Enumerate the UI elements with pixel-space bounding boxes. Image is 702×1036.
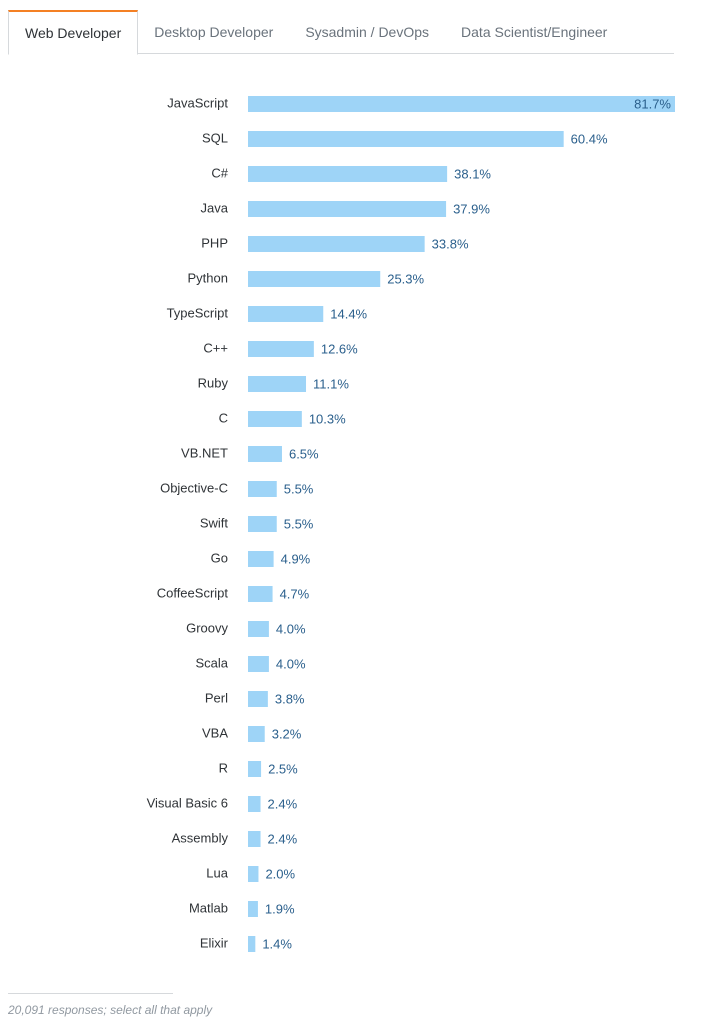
footnote-divider	[8, 993, 173, 994]
category-label-matlab: Matlab	[189, 900, 228, 915]
value-label-ruby: 11.1%	[313, 376, 349, 391]
bar-swift	[248, 516, 277, 532]
value-label-vba: 3.2%	[272, 726, 302, 741]
category-label-swift: Swift	[200, 515, 229, 530]
category-label-ruby: Ruby	[198, 375, 229, 390]
category-label-java: Java	[201, 200, 229, 215]
category-label-scala: Scala	[195, 655, 228, 670]
responses-footnote: 20,091 responses; select all that apply	[8, 1003, 213, 1017]
value-label-coffeescript: 4.7%	[280, 586, 310, 601]
category-label-php: PHP	[201, 235, 228, 250]
bar-vba	[248, 726, 265, 742]
bar-assembly	[248, 831, 261, 847]
category-label-visual-basic-6: Visual Basic 6	[147, 795, 228, 810]
category-label-objective-c: Objective-C	[160, 480, 228, 495]
value-label-c: 38.1%	[454, 166, 491, 181]
value-label-vb-net: 6.5%	[289, 446, 319, 461]
bar-c	[248, 166, 448, 182]
bar-sql	[248, 131, 564, 147]
value-label-elixir: 1.4%	[262, 936, 292, 951]
value-label-go: 4.9%	[281, 551, 311, 566]
category-label-vba: VBA	[202, 725, 228, 740]
bar-matlab	[248, 901, 258, 917]
category-label-c: C	[219, 410, 228, 425]
value-label-perl: 3.8%	[275, 691, 305, 706]
category-label-javascript: JavaScript	[167, 95, 228, 110]
value-label-lua: 2.0%	[265, 866, 295, 881]
bar-typescript	[248, 306, 324, 322]
category-label-go: Go	[211, 550, 228, 565]
category-label-typescript: TypeScript	[167, 305, 229, 320]
bar-elixir	[248, 936, 256, 952]
category-label-vb-net: VB.NET	[181, 445, 228, 460]
value-label-groovy: 4.0%	[276, 621, 306, 636]
bar-go	[248, 551, 274, 567]
value-label-matlab: 1.9%	[265, 901, 295, 916]
bar-groovy	[248, 621, 269, 637]
value-label-visual-basic-6: 2.4%	[268, 796, 298, 811]
bar-objective-c	[248, 481, 277, 497]
tab-web-developer[interactable]: Web Developer	[8, 10, 139, 55]
bar-coffeescript	[248, 586, 273, 602]
bar-scala	[248, 656, 269, 672]
category-label-lua: Lua	[206, 865, 228, 880]
tab-sysadmin-devops[interactable]: Sysadmin / DevOps	[305, 24, 430, 40]
value-label-php: 33.8%	[432, 236, 469, 251]
value-label-c: 12.6%	[321, 341, 358, 356]
bar-php	[248, 236, 425, 252]
bar-lua	[248, 866, 259, 882]
category-label-c: C#	[211, 165, 228, 180]
category-label-r: R	[219, 760, 228, 775]
category-label-sql: SQL	[202, 130, 228, 145]
value-label-python: 25.3%	[387, 271, 424, 286]
bar-javascript	[248, 96, 675, 112]
tab-desktop-developer[interactable]: Desktop Developer	[154, 24, 274, 40]
value-label-c: 10.3%	[309, 411, 346, 426]
value-label-typescript: 14.4%	[330, 306, 367, 321]
value-label-java: 37.9%	[453, 201, 490, 216]
role-tabs: Web Developer Desktop Developer Sysadmin…	[8, 10, 674, 55]
bar-c	[248, 411, 302, 427]
category-label-python: Python	[188, 270, 228, 285]
category-label-elixir: Elixir	[200, 935, 229, 950]
bar-ruby	[248, 376, 307, 392]
value-label-assembly: 2.4%	[268, 831, 298, 846]
bar-perl	[248, 691, 268, 707]
category-label-assembly: Assembly	[172, 830, 229, 845]
value-label-javascript: 81.7%	[634, 96, 671, 111]
bar-python	[248, 271, 381, 287]
value-label-objective-c: 5.5%	[284, 481, 314, 496]
bar-visual-basic-6	[248, 796, 261, 812]
category-label-c: C++	[203, 340, 228, 355]
tab-data-scientist-engineer[interactable]: Data Scientist/Engineer	[461, 24, 608, 40]
category-label-coffeescript: CoffeeScript	[157, 585, 229, 600]
bar-r	[248, 761, 262, 777]
category-label-groovy: Groovy	[186, 620, 228, 635]
bar-vb-net	[248, 446, 282, 462]
bar-java	[248, 201, 447, 217]
value-label-scala: 4.0%	[276, 656, 306, 671]
value-label-sql: 60.4%	[571, 131, 608, 146]
category-label-perl: Perl	[205, 690, 228, 705]
bar-c	[248, 341, 314, 357]
value-label-r: 2.5%	[268, 761, 298, 776]
value-label-swift: 5.5%	[284, 516, 314, 531]
